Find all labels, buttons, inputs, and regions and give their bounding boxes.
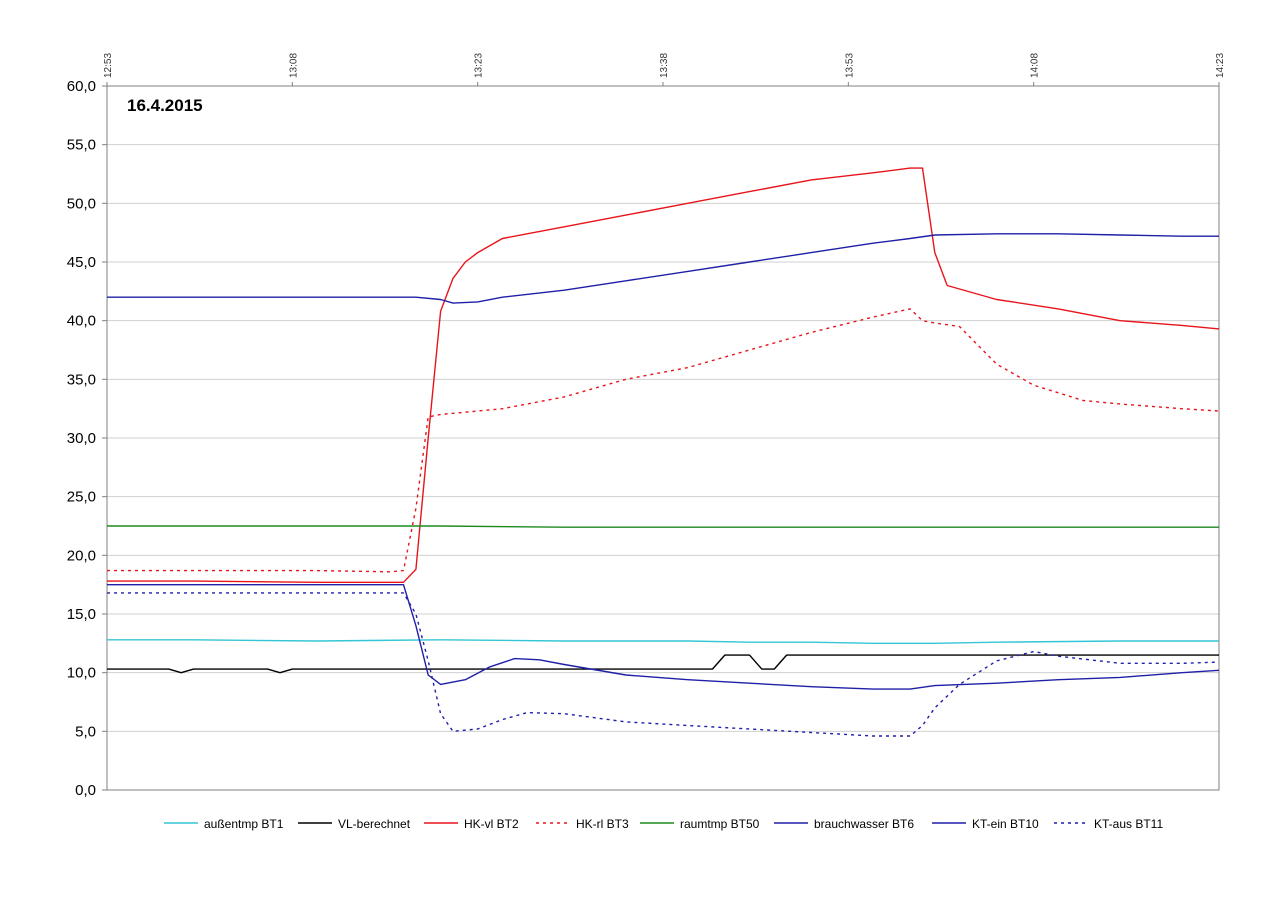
legend-label: KT-aus BT11 [1094, 817, 1163, 831]
series-line-kt-aus-bt11 [107, 592, 1220, 737]
legend-label: raumtmp BT50 [680, 817, 760, 831]
x-tick-label: 13:38 [659, 53, 670, 78]
series-line-kt-ein-bt10 [107, 584, 1220, 690]
y-tick-label: 40,0 [67, 313, 96, 330]
x-tick-label: 14:08 [1030, 53, 1041, 78]
x-tick-label: 14:23 [1215, 53, 1226, 78]
series-line-vl-berechnet [107, 654, 1219, 674]
y-tick-label: 35,0 [67, 371, 96, 388]
y-tick-label: 0,0 [75, 782, 96, 799]
legend-label: HK-rl BT3 [576, 817, 629, 831]
legend-label: außentmp BT1 [204, 817, 284, 831]
series-line-raumtmp-bt50 [107, 525, 1219, 528]
y-tick-label: 45,0 [67, 254, 96, 271]
series-line-hk-rl-bt3 [107, 308, 1220, 573]
series-line-au-entmp-bt1 [107, 639, 1219, 644]
legend-label: HK-vl BT2 [464, 817, 519, 831]
series-line-brauchwasser-bt6 [107, 233, 1219, 304]
gridlines [107, 144, 1219, 732]
y-tick-label: 15,0 [67, 606, 96, 623]
y-tick-label: 5,0 [75, 723, 96, 740]
y-axis: 0,0 5,0 10,0 15,0 20,0 25,0 30,0 35,0 40,0 45,0 50… [67, 78, 107, 799]
series-lines [107, 167, 1220, 737]
y-tick-label: 10,0 [67, 665, 96, 682]
y-tick-label: 60,0 [67, 78, 96, 95]
legend-label: brauchwasser BT6 [814, 817, 914, 831]
y-tick-label: 30,0 [67, 430, 96, 447]
y-tick-label: 25,0 [67, 489, 96, 506]
chart-date-annotation: 16.4.2015 [127, 96, 203, 115]
x-tick-label: 13:23 [474, 53, 485, 78]
x-axis: 12:53 13:08 13:23 13:38 13:53 14:08 14:23 [103, 53, 1226, 86]
x-tick-label: 12:53 [103, 53, 114, 78]
x-tick-label: 13:53 [844, 53, 855, 78]
x-tick-label: 13:08 [288, 53, 299, 78]
legend-label: KT-ein BT10 [972, 817, 1039, 831]
y-tick-label: 20,0 [67, 547, 96, 564]
y-tick-label: 55,0 [67, 137, 96, 154]
y-tick-label: 50,0 [67, 195, 96, 212]
legend: außentmp BT1 VL-berechnet HK-vl BT2 HK-rl B… [164, 817, 1163, 831]
legend-label: VL-berechnet [338, 817, 411, 831]
series-line-hk-vl-bt2 [107, 167, 1220, 583]
